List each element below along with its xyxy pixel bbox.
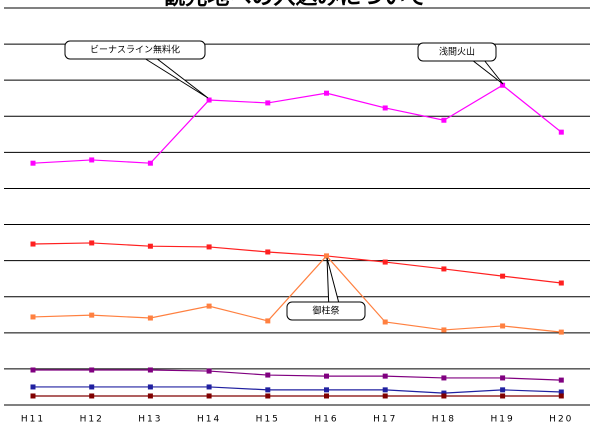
data-point xyxy=(30,384,36,390)
x-tick-label: H16 xyxy=(314,415,338,425)
callout-pointer xyxy=(471,59,504,85)
data-point xyxy=(206,368,212,374)
data-point xyxy=(265,393,271,399)
data-point xyxy=(89,157,95,163)
data-point xyxy=(30,241,36,247)
callout-box xyxy=(417,42,497,62)
data-point xyxy=(382,259,388,265)
data-point xyxy=(558,393,564,399)
x-tick-label: H12 xyxy=(80,415,104,425)
data-point xyxy=(558,389,564,395)
callout-pointer xyxy=(326,257,342,312)
x-tick-label: H14 xyxy=(197,415,221,425)
data-point xyxy=(206,303,212,309)
callout-box xyxy=(286,301,366,321)
series-line xyxy=(33,386,562,394)
data-point xyxy=(265,318,271,324)
series-line xyxy=(32,255,562,333)
data-point xyxy=(147,243,153,249)
data-point xyxy=(324,253,329,259)
data-point xyxy=(147,384,153,390)
data-point xyxy=(558,329,564,335)
annotation: 浅間火山 xyxy=(439,46,475,58)
data-point xyxy=(441,390,447,396)
chart-title: 観光地への入込みについて xyxy=(163,0,426,10)
x-tick-label: H17 xyxy=(373,415,397,425)
series-line xyxy=(32,242,562,284)
data-point xyxy=(30,393,36,399)
data-point xyxy=(441,375,447,381)
data-point xyxy=(558,129,564,135)
data-point xyxy=(265,249,271,255)
data-point xyxy=(382,373,388,379)
data-point xyxy=(89,312,95,318)
data-point xyxy=(147,367,153,373)
data-point xyxy=(89,384,95,390)
data-point xyxy=(206,393,212,399)
x-tick-label: H19 xyxy=(490,415,514,425)
x-tick-label: H13 xyxy=(138,415,162,425)
data-point xyxy=(558,377,564,383)
annotation: ビーナスライン無料化 xyxy=(90,44,180,56)
data-point xyxy=(441,327,447,333)
data-point xyxy=(500,387,506,393)
data-point xyxy=(265,387,271,393)
data-point xyxy=(441,117,447,123)
data-point xyxy=(382,387,388,393)
data-point xyxy=(30,160,36,166)
data-point xyxy=(382,105,388,111)
data-point xyxy=(30,314,36,320)
data-point xyxy=(206,384,212,390)
data-point xyxy=(265,372,271,378)
data-point xyxy=(324,387,329,393)
annotation: 御柱祭 xyxy=(312,305,339,317)
data-point xyxy=(206,244,212,250)
data-point xyxy=(382,319,388,325)
data-point xyxy=(30,367,36,373)
series-line xyxy=(33,369,562,381)
data-point xyxy=(89,240,95,246)
data-point xyxy=(324,373,329,379)
callout-pointer xyxy=(143,57,209,99)
data-point xyxy=(324,90,329,96)
data-point xyxy=(265,100,271,106)
data-point xyxy=(89,393,95,399)
data-point xyxy=(500,323,506,329)
data-point xyxy=(147,393,153,399)
data-point xyxy=(441,266,447,272)
data-point xyxy=(382,393,388,399)
data-point xyxy=(89,367,95,373)
data-point xyxy=(324,393,329,399)
data-point xyxy=(500,393,506,399)
callout-box xyxy=(64,40,206,60)
x-tick-label: H11 xyxy=(21,415,45,425)
data-point xyxy=(441,393,447,399)
data-point xyxy=(147,315,153,321)
data-point xyxy=(558,280,564,286)
data-point xyxy=(147,160,153,166)
data-point xyxy=(500,82,506,88)
series-line xyxy=(32,84,562,164)
x-tick-label: H20 xyxy=(549,415,573,425)
x-tick-label: H18 xyxy=(432,415,456,425)
x-tick-label: H15 xyxy=(256,415,280,425)
data-point xyxy=(500,273,506,279)
data-point xyxy=(206,97,212,103)
data-point xyxy=(500,375,506,381)
